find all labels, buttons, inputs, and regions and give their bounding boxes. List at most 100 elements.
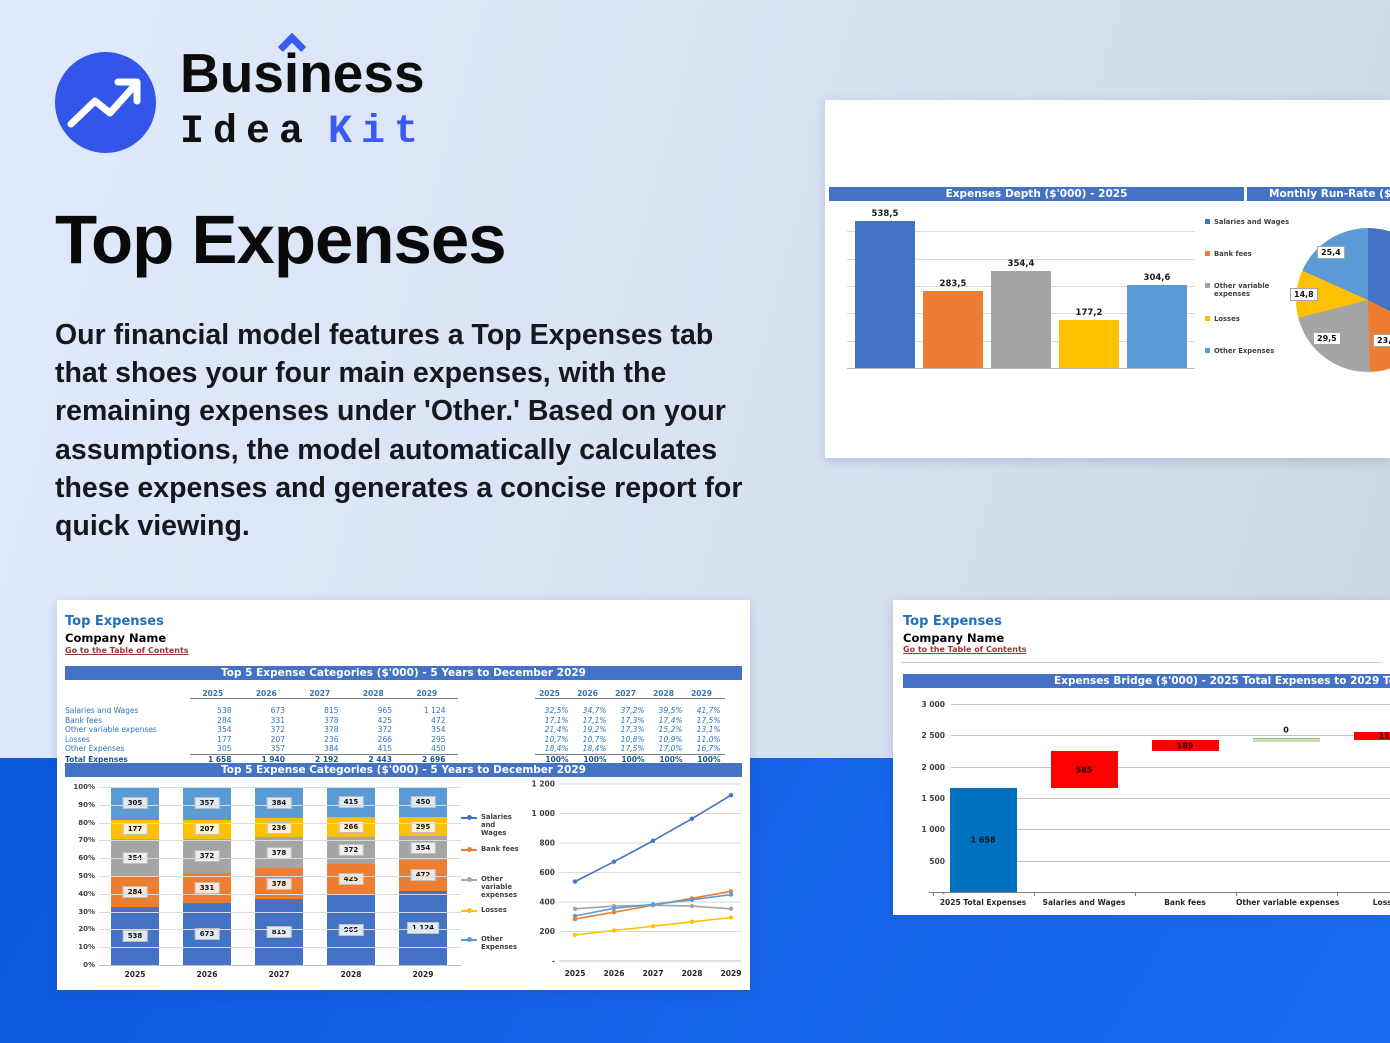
axis-tick-label: 20% — [78, 925, 95, 934]
data-point — [650, 924, 656, 929]
data-point — [572, 932, 578, 938]
table-cell: 331 — [270, 715, 285, 725]
stacked-column: 1 124472354295450 — [399, 787, 447, 965]
data-point — [728, 793, 734, 798]
waterfall-value-label: 1 658 — [970, 835, 996, 845]
table-cell: 472 — [431, 715, 446, 725]
legend-item: Other Expenses — [1205, 347, 1297, 355]
segment-label: 236 — [266, 821, 292, 834]
gridline — [951, 829, 1390, 831]
gridline — [99, 893, 461, 895]
divider — [901, 662, 1382, 663]
data-point — [572, 906, 578, 911]
table-cell: 16,7% — [696, 744, 721, 754]
legend-marker — [461, 847, 477, 852]
legend-dot — [467, 815, 472, 820]
data-point — [572, 916, 578, 922]
gridline — [99, 804, 461, 806]
toc-link[interactable]: Go to the Table of Contents — [65, 646, 189, 655]
gridline — [99, 911, 461, 913]
expenses-bridge-header-bar: Expenses Bridge ($'000) - 2025 Total Exp… — [903, 674, 1390, 688]
table-cell: 2026 — [572, 689, 611, 699]
table-row: Bank fees 284 331 378 425 472 17,1% 17,1% 17,3% 1… — [65, 716, 742, 726]
table-cell: 2028 — [350, 689, 404, 699]
top5-expense-panel: Top Expenses Company Name Go to the Tabl… — [57, 600, 750, 990]
gridline — [99, 876, 461, 877]
table-cell: 266 — [377, 734, 392, 744]
toc-link[interactable]: Go to the Table of Contents — [903, 645, 1027, 654]
axis-tick-label: 800 — [539, 839, 555, 848]
legend-label: Bank fees — [1214, 250, 1252, 258]
logo-word-part: Bus — [180, 42, 284, 104]
legend-label: Salaries and Wages — [481, 813, 512, 838]
waterfall-bar — [949, 788, 1017, 892]
sheet-title: Top Expenses — [65, 614, 164, 629]
axis-tick-label: 90% — [78, 800, 95, 809]
axis-tick-label: 600 — [539, 868, 555, 877]
bar-value-label: 177,2 — [1075, 307, 1103, 318]
table-row: 2025 2026 2027 2028 2029 2025 2026 2027 2028 2029 — [65, 688, 742, 700]
gridline — [951, 704, 1390, 705]
data-point — [728, 915, 734, 920]
table-cell: 18,4% — [544, 744, 569, 754]
segment-label: 354 — [122, 851, 148, 864]
axis-tick — [1033, 892, 1035, 896]
waterfall-value-label: 118 — [1378, 731, 1390, 741]
waterfall-value-label: 189 — [1176, 741, 1194, 750]
legend-item: Salaries and Wages — [461, 813, 523, 837]
table-cell: 39,5% — [658, 706, 683, 716]
table-cell: 41,7% — [696, 706, 721, 716]
segment-label: 378 — [266, 846, 292, 859]
page-description: Our financial model features a Top Expen… — [55, 319, 743, 542]
table-cell: 378 — [324, 715, 339, 725]
axis-tick-label: 1 500 — [921, 794, 946, 803]
table-cell: 10,7% — [544, 734, 569, 744]
table-cell: 2027 — [297, 689, 351, 699]
waterfall-bar — [1151, 739, 1219, 752]
chart-bar — [991, 271, 1051, 368]
data-point — [689, 919, 695, 924]
data-point — [611, 928, 617, 933]
table-row: Other variable expenses 354 372 378 372 354 21… — [65, 725, 742, 735]
table-cell: 17,3% — [620, 725, 645, 735]
axis-tick-label: 10% — [78, 943, 95, 952]
axis-tick-label: 1 200 — [532, 780, 556, 789]
legend-dot — [467, 877, 472, 882]
logo-kit: Kit — [328, 110, 428, 155]
x-axis-label: 2026 — [196, 970, 218, 979]
data-point — [689, 903, 695, 909]
legend-dot — [467, 937, 472, 942]
x-axis-label: Other variable expenses — [1236, 898, 1340, 907]
table-cell: 815 — [324, 706, 339, 716]
axis-tick-label: 100% — [73, 783, 95, 791]
gridline — [99, 822, 461, 824]
table-cell: 673 — [270, 706, 285, 716]
pie-slice-label: 25,4 — [1317, 246, 1345, 259]
logo-trend-arrow-icon — [67, 78, 141, 128]
table-cell: 425 — [377, 715, 392, 725]
table-cell: 207 — [270, 734, 285, 744]
segment-label: 538 — [122, 930, 148, 943]
gridline — [99, 840, 461, 842]
table-row: Other Expenses 305 357 384 415 450 18,4% 18,4% 1… — [65, 744, 742, 754]
legend-label: Other Expenses — [1214, 347, 1275, 355]
segment-label: 207 — [194, 823, 220, 836]
table-cell: 32,5% — [544, 706, 569, 716]
company-name: Company Name — [903, 631, 1005, 645]
axis-tick-label: 70% — [78, 836, 95, 845]
segment-label: 372 — [194, 849, 220, 862]
legend-swatch — [1205, 251, 1210, 256]
table-cell: 17,1% — [582, 715, 607, 725]
gridline — [99, 787, 461, 788]
table-cell: 37,2% — [620, 706, 645, 716]
table-cell: 177 — [217, 734, 232, 744]
legend-swatch — [1205, 348, 1210, 353]
table-cell: 10,9% — [658, 734, 683, 744]
legend-swatch — [1205, 219, 1210, 224]
axis-tick-label: 30% — [78, 907, 95, 916]
table-cell: 13,1% — [696, 725, 721, 735]
data-point — [650, 902, 656, 907]
table-cell: 2028 — [648, 689, 687, 699]
segment-label: 673 — [194, 928, 220, 941]
axis-tick-label: 80% — [78, 818, 95, 827]
